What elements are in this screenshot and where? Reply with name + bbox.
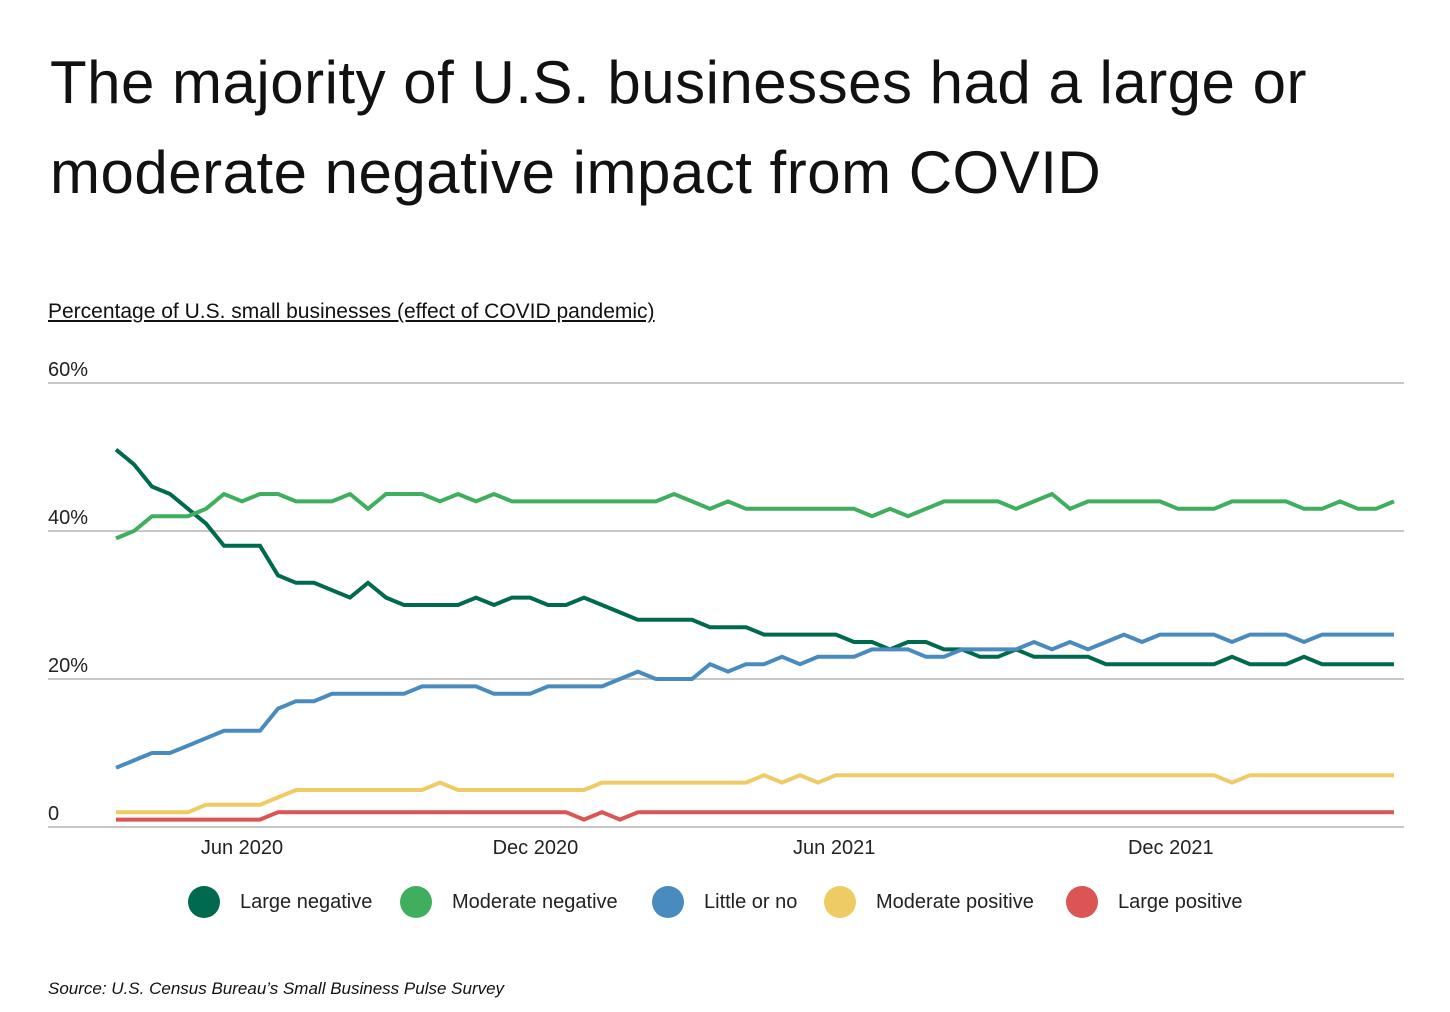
x-tick-label: Dec 2020 — [493, 837, 579, 859]
series-line-little-or-no — [115, 632, 1394, 770]
y-tick-label: 40% — [48, 507, 88, 529]
legend-label: Large positive — [1118, 891, 1243, 913]
y-tick-label: 60% — [48, 359, 88, 381]
legend-label: Large negative — [240, 891, 372, 913]
source-note: Source: U.S. Census Bureau’s Small Busin… — [48, 979, 505, 998]
series-line-large-positive — [116, 810, 1394, 822]
x-tick-label: Jun 2020 — [201, 837, 283, 859]
legend-marker — [652, 886, 684, 918]
legend-marker — [1066, 886, 1098, 918]
legend-marker — [400, 886, 432, 918]
x-tick-label: Dec 2021 — [1128, 837, 1214, 859]
legend-label: Moderate positive — [876, 891, 1034, 913]
legend-label: Moderate negative — [452, 891, 618, 913]
legend-marker — [188, 886, 220, 918]
series-line-moderate-negative — [115, 491, 1395, 541]
x-tick-label: Jun 2021 — [793, 837, 875, 859]
y-tick-label: 0 — [48, 803, 59, 825]
chart-title: The majority of U.S. businesses had a la… — [50, 49, 1307, 206]
legend-label: Little or no — [704, 891, 797, 913]
y-axis-label: Percentage of U.S. small businesses (eff… — [48, 300, 655, 323]
legend-marker — [824, 886, 856, 918]
y-tick-label: 20% — [48, 655, 88, 677]
series-line-large-negative — [114, 448, 1394, 667]
series-line-moderate-positive — [116, 773, 1394, 815]
